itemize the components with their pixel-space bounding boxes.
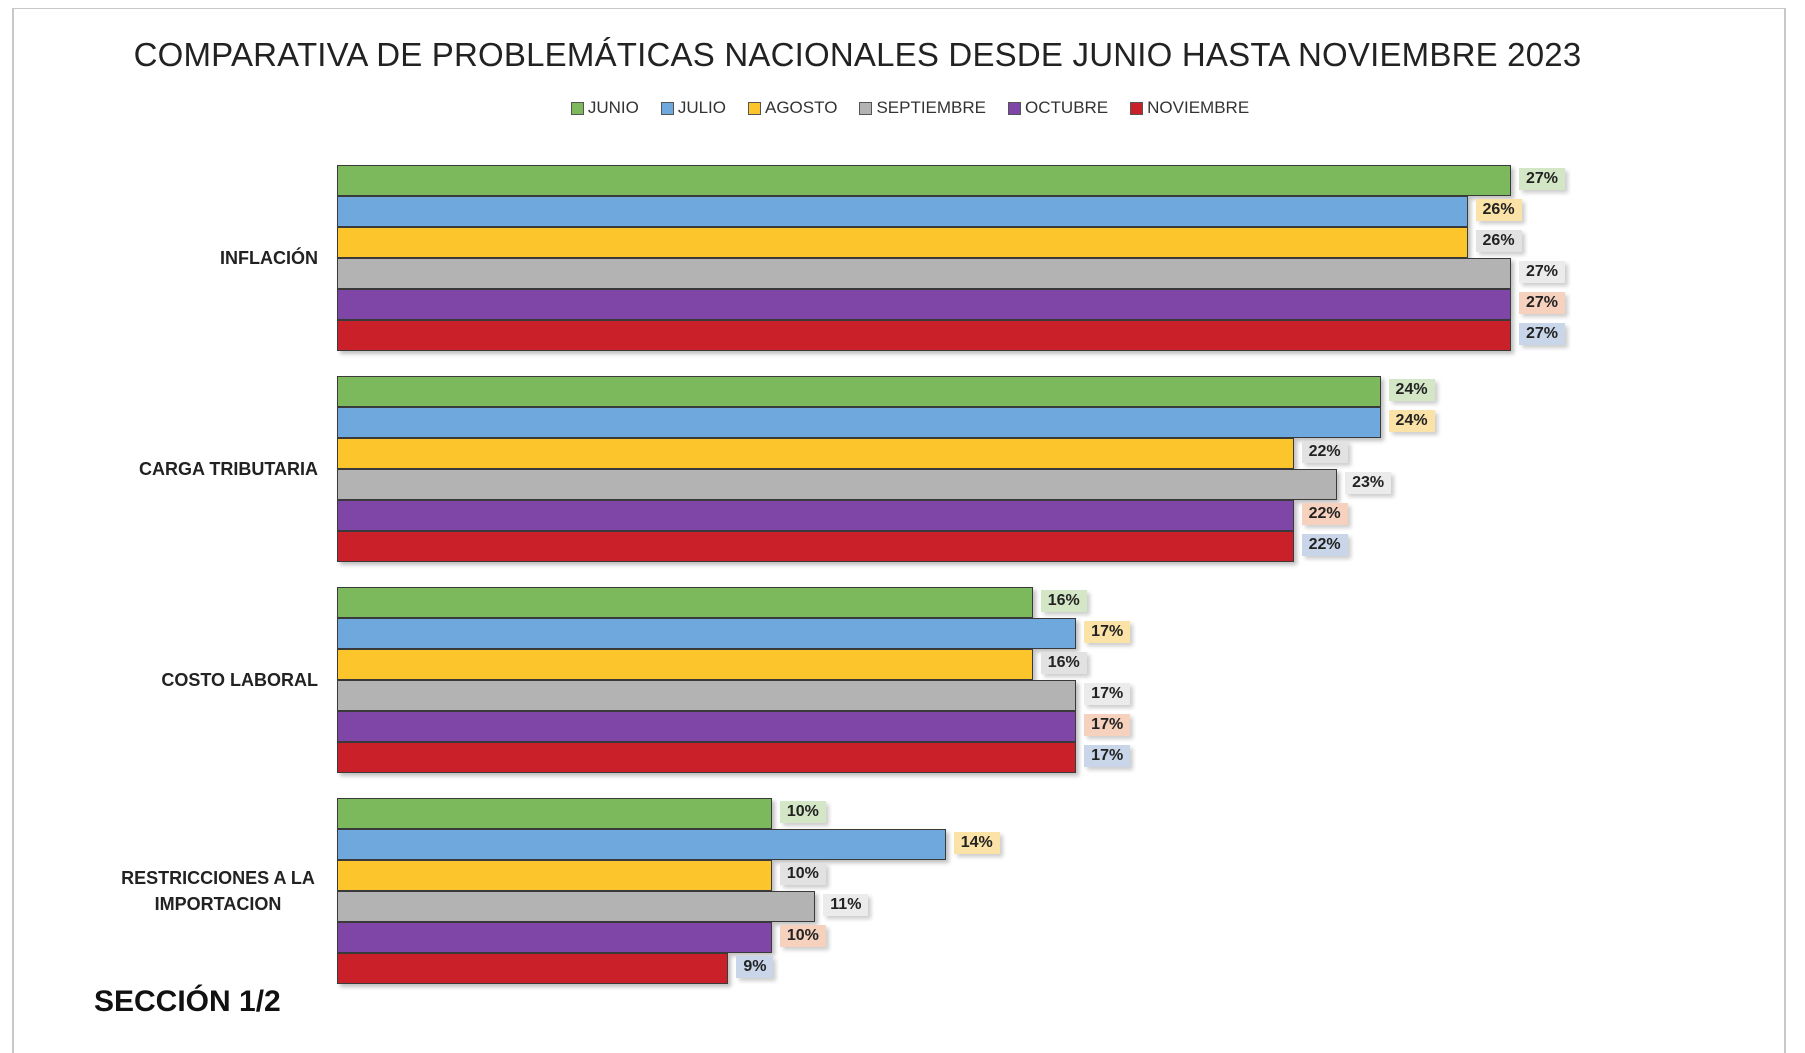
category-text: INFLACIÓN xyxy=(220,248,318,268)
bar xyxy=(337,376,1381,407)
bar xyxy=(337,891,816,922)
value-label: 17% xyxy=(1084,745,1131,767)
bar xyxy=(337,953,729,984)
bar xyxy=(337,587,1033,618)
category-label: RESTRICCIONES A LA IMPORTACION xyxy=(58,798,318,984)
legend-label: SEPTIEMBRE xyxy=(876,98,987,117)
bar xyxy=(337,711,1077,742)
bar xyxy=(337,500,1294,531)
legend-label: JULIO xyxy=(677,98,726,117)
value-label: 16% xyxy=(1040,652,1087,674)
bar xyxy=(337,227,1468,258)
value-label: 26% xyxy=(1475,199,1522,221)
value-label: 24% xyxy=(1388,379,1435,401)
legend-item: AGOSTO xyxy=(748,98,837,118)
bar xyxy=(337,289,1511,320)
legend-label: AGOSTO xyxy=(765,98,838,117)
legend-item: SEPTIEMBRE xyxy=(859,98,986,118)
value-label: 22% xyxy=(1301,503,1348,525)
value-label: 27% xyxy=(1519,323,1566,345)
legend-label: JUNIO xyxy=(587,98,639,117)
value-label: 9% xyxy=(736,956,774,978)
value-label: 24% xyxy=(1388,410,1435,432)
legend-swatch xyxy=(1130,101,1144,115)
legend-item: NOVIEMBRE xyxy=(1130,98,1249,118)
value-label: 10% xyxy=(779,801,826,823)
bar xyxy=(337,196,1468,227)
value-label: 17% xyxy=(1084,621,1131,643)
value-label: 10% xyxy=(779,863,826,885)
value-label: 27% xyxy=(1519,292,1566,314)
value-label: 17% xyxy=(1084,683,1131,705)
bar xyxy=(337,922,772,953)
bar xyxy=(337,469,1338,500)
bar xyxy=(337,258,1511,289)
legend: JUNIO JULIO AGOSTO SEPTIEMBRE OCTUBRE NOVIEMB… xyxy=(0,98,1805,118)
frame-left xyxy=(12,8,14,1053)
legend-swatch xyxy=(570,101,584,115)
value-label: 14% xyxy=(953,832,1000,854)
value-label: 27% xyxy=(1519,261,1566,283)
bar xyxy=(337,742,1077,773)
category-text: RESTRICCIONES A LA IMPORTACION xyxy=(121,868,315,914)
legend-swatch xyxy=(1008,101,1022,115)
legend-item: JUNIO xyxy=(570,98,639,118)
bar xyxy=(337,531,1294,562)
value-label: 26% xyxy=(1475,230,1522,252)
value-label: 27% xyxy=(1519,168,1566,190)
chart-title: COMPARATIVA DE PROBLEMÁTICAS NACIONALES … xyxy=(133,36,1582,73)
legend-item: JULIO xyxy=(660,98,726,118)
category-label: INFLACIÓN xyxy=(58,165,318,351)
value-label: 16% xyxy=(1040,590,1087,612)
value-label: 10% xyxy=(779,925,826,947)
category-label: CARGA TRIBUTARIA xyxy=(58,376,318,562)
value-label: 23% xyxy=(1345,472,1392,494)
bar xyxy=(337,649,1033,680)
legend-label: NOVIEMBRE xyxy=(1147,98,1250,117)
bar xyxy=(337,438,1294,469)
annotation: SECCIÓN 1/2 xyxy=(94,985,281,1018)
frame-right xyxy=(1784,8,1786,1053)
legend-swatch xyxy=(748,101,761,115)
bar xyxy=(337,680,1077,711)
value-label: 11% xyxy=(823,894,869,916)
bar xyxy=(337,618,1077,649)
bar xyxy=(337,407,1381,438)
category-text: COSTO LABORAL xyxy=(161,670,318,690)
legend-swatch xyxy=(660,101,674,115)
frame-top xyxy=(12,8,1786,9)
bar xyxy=(337,860,772,891)
value-label: 22% xyxy=(1301,441,1348,463)
bar xyxy=(337,165,1511,196)
legend-item: OCTUBRE xyxy=(1008,98,1108,118)
category-text: CARGA TRIBUTARIA xyxy=(139,459,318,479)
legend-swatch xyxy=(859,101,873,115)
bar xyxy=(337,798,772,829)
bar xyxy=(337,829,946,860)
bar xyxy=(337,320,1511,351)
value-label: 22% xyxy=(1301,534,1348,556)
value-label: 17% xyxy=(1084,714,1131,736)
legend-label: OCTUBRE xyxy=(1025,98,1109,117)
category-label: COSTO LABORAL xyxy=(58,587,318,773)
